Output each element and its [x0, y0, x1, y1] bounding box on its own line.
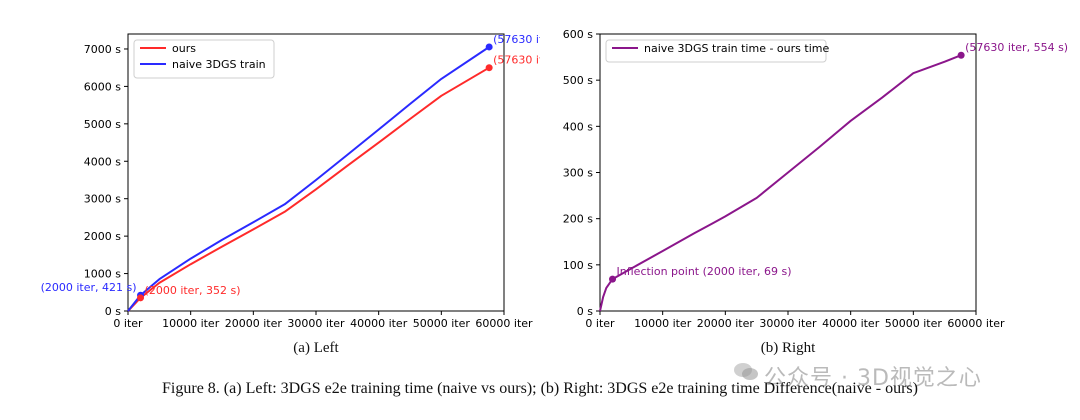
annotation-1: (57630 iter, 554 s) [965, 41, 1068, 54]
x-tick-label: 30000 iter [759, 317, 817, 330]
legend-label-1: naive 3DGS train [172, 58, 266, 71]
y-tick-label: 400 s [563, 120, 593, 133]
y-tick-label: 7000 s [84, 43, 121, 56]
x-tick-label: 30000 iter [287, 317, 345, 330]
x-tick-label: 0 iter [113, 317, 143, 330]
x-tick-label: 60000 iter [947, 317, 1005, 330]
y-tick-label: 0 s [577, 305, 593, 318]
x-tick-label: 50000 iter [413, 317, 471, 330]
subcaption-right: (b) Right [760, 340, 816, 356]
annotation-0: Inflection point (2000 iter, 69 s) [617, 265, 792, 278]
y-tick-label: 6000 s [84, 80, 121, 93]
figure-caption: Figure 8. (a) Left: 3DGS e2e training ti… [162, 380, 918, 397]
y-tick-label: 5000 s [84, 118, 121, 131]
y-tick-label: 1000 s [84, 268, 121, 281]
data-marker-1 [957, 51, 965, 59]
annotation-2: (57630 iter, [493, 33, 540, 46]
annotation-3: (57630 iter, [493, 54, 540, 67]
data-marker-3 [485, 64, 493, 72]
x-tick-label: 20000 iter [225, 317, 283, 330]
series-line-0 [127, 66, 490, 312]
chart-right: 0 iter 10000 iter 20000 iter 30000 iter 4000… [563, 28, 1068, 330]
y-tick-label: 200 s [563, 213, 593, 226]
legend-box [133, 39, 275, 79]
watermark: 公众号 · 3D视觉之心 [764, 366, 982, 391]
legend-label-0: naive 3DGS train time - ours time [644, 42, 829, 55]
x-tick-label: 10000 iter [634, 317, 692, 330]
y-tick-label: 0 s [105, 305, 121, 318]
y-tick-label: 500 s [563, 74, 593, 87]
legend-box [605, 39, 827, 63]
data-marker-2 [485, 43, 493, 51]
chart-left: 0 iter 10000 iter 20000 iter 30000 iter 4000… [41, 33, 540, 330]
x-tick-label: 20000 iter [697, 317, 755, 330]
y-tick-label: 4000 s [84, 155, 121, 168]
x-tick-label: 40000 iter [350, 317, 408, 330]
x-tick-label: 60000 iter [475, 317, 533, 330]
wechat-icon [734, 363, 758, 380]
series-line-1 [127, 46, 490, 312]
legend-label-0: ours [172, 42, 196, 55]
data-marker-0 [609, 275, 617, 283]
x-tick-label: 50000 iter [885, 317, 943, 330]
x-tick-label: 10000 iter [162, 317, 220, 330]
data-marker-1 [137, 294, 145, 302]
y-tick-label: 2000 s [84, 230, 121, 243]
y-tick-label: 600 s [563, 28, 593, 41]
x-tick-label: 40000 iter [822, 317, 880, 330]
series-line-0 [599, 54, 962, 312]
y-tick-label: 100 s [563, 259, 593, 272]
annotation-1: (2000 iter, 352 s) [145, 284, 241, 297]
annotation-0: (2000 iter, 421 s) [41, 281, 137, 294]
y-tick-label: 3000 s [84, 193, 121, 206]
x-tick-label: 0 iter [585, 317, 615, 330]
subcaption-left: (a) Left [293, 340, 339, 356]
y-tick-label: 300 s [563, 167, 593, 180]
